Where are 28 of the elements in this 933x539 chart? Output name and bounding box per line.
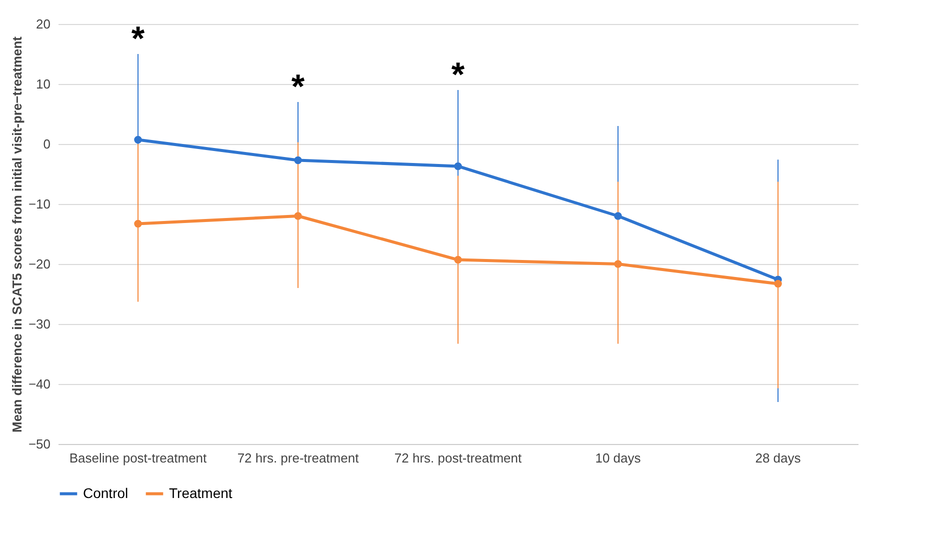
point <box>134 220 142 228</box>
point <box>454 162 462 170</box>
point <box>774 280 782 288</box>
y-tick-label: −30 <box>28 316 50 332</box>
annotation: * <box>131 20 146 58</box>
x-tick-label: 10 days <box>595 450 642 466</box>
y-tick-label: 20 <box>36 16 50 32</box>
point <box>614 260 622 268</box>
y-tick-label: −10 <box>28 196 50 212</box>
x-tick-label: 72 hrs. pre-treatment <box>237 450 360 466</box>
y-tick-label: −50 <box>28 436 50 452</box>
point <box>134 136 142 144</box>
y-tick-label: −20 <box>28 256 50 272</box>
point <box>294 156 302 164</box>
x-tick-label: 28 days <box>755 450 802 466</box>
y-tick-label: 10 <box>36 76 50 92</box>
y-axis-title: Mean difference in SCAT5 scores from initial visit-pre−treatment <box>9 36 24 433</box>
point <box>614 212 622 220</box>
y-tick-label: −40 <box>28 376 50 392</box>
annotation: * <box>291 68 306 106</box>
y-tick-label: 0 <box>43 136 50 152</box>
x-tick-label: 72 hrs. post-treatment <box>394 450 522 466</box>
legend-label: Control <box>83 484 128 501</box>
point <box>294 212 302 220</box>
x-tick-label: Baseline post-treatment <box>69 450 208 466</box>
point <box>454 256 462 264</box>
legend-label: Treatment <box>169 484 232 501</box>
annotation: * <box>451 56 466 94</box>
